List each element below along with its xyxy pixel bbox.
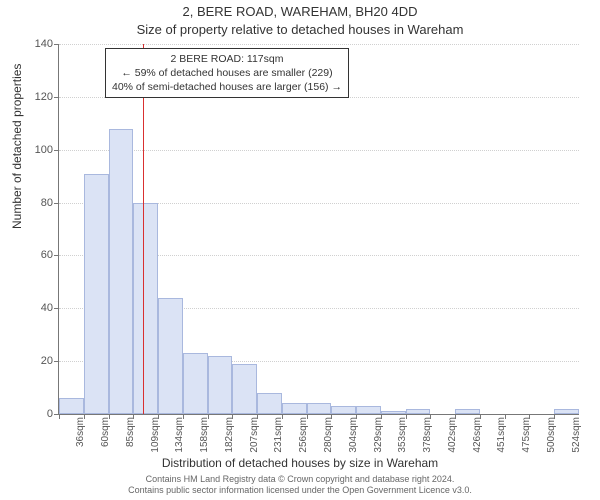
x-tick-label: 402sqm: [447, 417, 458, 453]
histogram-bar: [59, 398, 84, 414]
x-tick-mark: [133, 414, 134, 419]
y-tick-mark: [54, 44, 59, 45]
x-tick-label: 451sqm: [496, 417, 507, 453]
y-tick-label: 80: [13, 197, 53, 209]
y-tick-label: 140: [13, 38, 53, 50]
y-tick-mark: [54, 255, 59, 256]
x-tick-label: 158sqm: [199, 417, 210, 453]
histogram-bar: [356, 406, 381, 414]
x-tick-label: 36sqm: [75, 417, 86, 447]
footer-line-2: Contains public sector information licen…: [0, 485, 600, 496]
y-tick-label: 20: [13, 355, 53, 367]
x-tick-label: 231sqm: [273, 417, 284, 453]
x-tick-mark: [381, 414, 382, 419]
histogram-bar: [554, 409, 579, 414]
histogram-bar: [232, 364, 257, 414]
x-tick-mark: [505, 414, 506, 419]
x-tick-mark: [109, 414, 110, 419]
x-tick-label: 475sqm: [521, 417, 532, 453]
x-tick-label: 378sqm: [422, 417, 433, 453]
x-tick-mark: [282, 414, 283, 419]
histogram-bar: [109, 129, 134, 414]
histogram-bar: [307, 403, 332, 414]
x-tick-mark: [84, 414, 85, 419]
annotation-line-2: ← 59% of detached houses are smaller (22…: [112, 66, 342, 80]
x-tick-label: 304sqm: [348, 417, 359, 453]
x-tick-mark: [554, 414, 555, 419]
x-tick-label: 134sqm: [174, 417, 185, 453]
gridline: [59, 44, 579, 45]
x-tick-label: 426sqm: [472, 417, 483, 453]
histogram-bar: [133, 203, 158, 414]
x-tick-label: 329sqm: [373, 417, 384, 453]
x-tick-mark: [480, 414, 481, 419]
histogram-bar: [158, 298, 183, 414]
y-tick-mark: [54, 361, 59, 362]
x-tick-label: 524sqm: [571, 417, 582, 453]
x-tick-mark: [529, 414, 530, 419]
y-tick-mark: [54, 308, 59, 309]
x-tick-label: 60sqm: [100, 417, 111, 447]
x-tick-label: 182sqm: [224, 417, 235, 453]
x-tick-label: 207sqm: [249, 417, 260, 453]
y-tick-label: 40: [13, 302, 53, 314]
y-tick-label: 0: [13, 408, 53, 420]
footer-line-1: Contains HM Land Registry data © Crown c…: [0, 474, 600, 485]
histogram-bar: [84, 174, 109, 415]
x-tick-mark: [430, 414, 431, 419]
x-tick-mark: [208, 414, 209, 419]
y-tick-mark: [54, 97, 59, 98]
x-axis-label: Distribution of detached houses by size …: [0, 456, 600, 470]
x-tick-mark: [406, 414, 407, 419]
gridline: [59, 150, 579, 151]
histogram-bar: [282, 403, 307, 414]
histogram-bar: [331, 406, 356, 414]
annotation-line-1: 2 BERE ROAD: 117sqm: [112, 52, 342, 66]
histogram-bar: [183, 353, 208, 414]
x-tick-mark: [59, 414, 60, 419]
x-tick-label: 353sqm: [397, 417, 408, 453]
x-tick-mark: [331, 414, 332, 419]
x-tick-label: 280sqm: [323, 417, 334, 453]
chart-title-main: 2, BERE ROAD, WAREHAM, BH20 4DD: [0, 4, 600, 19]
histogram-bar: [381, 411, 406, 414]
histogram-bar: [406, 409, 431, 414]
annotation-line-3: 40% of semi-detached houses are larger (…: [112, 80, 342, 94]
y-tick-label: 100: [13, 144, 53, 156]
y-tick-label: 60: [13, 249, 53, 261]
x-tick-mark: [158, 414, 159, 419]
chart-footer: Contains HM Land Registry data © Crown c…: [0, 474, 600, 496]
plot-area: 02040608010012014036sqm60sqm85sqm109sqm1…: [58, 44, 579, 415]
x-tick-label: 500sqm: [546, 417, 557, 453]
x-tick-label: 256sqm: [298, 417, 309, 453]
reference-line: [143, 44, 144, 414]
annotation-box: 2 BERE ROAD: 117sqm ← 59% of detached ho…: [105, 48, 349, 98]
x-tick-mark: [232, 414, 233, 419]
chart-title-sub: Size of property relative to detached ho…: [0, 22, 600, 37]
y-tick-mark: [54, 203, 59, 204]
histogram-bar: [208, 356, 233, 414]
x-tick-mark: [307, 414, 308, 419]
histogram-bar: [455, 409, 480, 414]
y-tick-label: 120: [13, 91, 53, 103]
x-tick-mark: [455, 414, 456, 419]
x-tick-label: 109sqm: [150, 417, 161, 453]
x-tick-mark: [356, 414, 357, 419]
y-tick-mark: [54, 150, 59, 151]
x-tick-mark: [257, 414, 258, 419]
x-tick-mark: [183, 414, 184, 419]
histogram-bar: [257, 393, 282, 414]
x-tick-label: 85sqm: [125, 417, 136, 447]
